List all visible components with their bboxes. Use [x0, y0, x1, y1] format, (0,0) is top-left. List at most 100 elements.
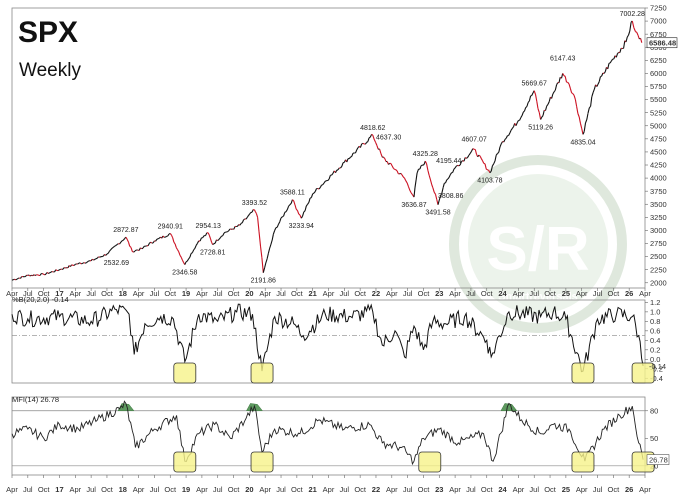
price-segment: [174, 243, 177, 248]
price-segment: [551, 93, 554, 99]
price-segment: [366, 141, 369, 143]
price-segment: [300, 216, 303, 219]
price-segment: [69, 264, 73, 267]
price-segment: [28, 274, 31, 277]
price-segment: [221, 235, 224, 237]
price-segment: [29, 274, 32, 277]
price-segment: [540, 116, 543, 120]
price-segment: [584, 119, 588, 124]
price-annotation: 3233.94: [289, 223, 314, 230]
price-y-tick-label: 3250: [650, 213, 667, 222]
price-segment: [396, 170, 399, 174]
price-segment: [202, 235, 205, 238]
price-segment: [527, 100, 530, 103]
price-segment: [110, 247, 113, 251]
percent-b-y-tick-label: -0.4: [650, 374, 663, 383]
price-segment: [145, 245, 148, 247]
mfi-y-tick-label: 50: [650, 434, 658, 443]
price-segment: [314, 188, 318, 192]
sr-watermark-logo: S/R Smartreversals: [449, 155, 627, 333]
price-segment: [71, 264, 74, 266]
x-tick-label: Jul: [340, 289, 350, 298]
price-segment: [388, 162, 391, 165]
price-segment: [149, 241, 151, 244]
price-segment: [279, 217, 282, 222]
price-segment: [272, 230, 276, 235]
x-tick-label: Oct: [418, 289, 431, 298]
price-y-tick-label: 6000: [650, 69, 667, 78]
mfi-highlight-box: [418, 451, 442, 473]
price-segment: [401, 174, 404, 178]
price-segment: [305, 203, 309, 207]
price-segment: [57, 269, 60, 272]
price-segment: [615, 53, 619, 58]
price-segment: [293, 200, 296, 206]
price-segment: [424, 160, 428, 165]
price-segment: [62, 267, 65, 270]
percent-b-y-tick-label: 1.0: [650, 307, 660, 316]
price-segment: [598, 76, 601, 82]
price-segment: [458, 164, 461, 167]
price-segment: [15, 278, 18, 281]
x-tick-label: Oct: [38, 289, 51, 298]
price-segment: [413, 187, 416, 198]
price-segment: [50, 271, 53, 273]
percent-b-highlight-box: [571, 362, 595, 384]
price-segment: [371, 133, 374, 136]
price-segment: [233, 226, 236, 230]
price-segment: [586, 113, 589, 120]
price-segment: [576, 106, 579, 114]
price-segment: [199, 237, 202, 242]
price-segment: [169, 233, 172, 236]
price-segment: [34, 274, 37, 277]
x-axis-lower: Apr Jul Oct 17 Apr Jul Oct 18 Apr Jul Oct 19 Apr Jul O…: [6, 475, 651, 494]
price-segment: [162, 235, 165, 238]
x-tick-label: 18: [119, 485, 127, 494]
price-annotation: 3393.52: [242, 200, 267, 207]
price-segment: [12, 278, 15, 281]
price-segment: [525, 106, 528, 109]
price-segment: [461, 160, 464, 163]
price-segment: [240, 222, 243, 224]
price-segment: [573, 95, 576, 100]
x-tick-label: Oct: [544, 485, 557, 494]
price-segment: [49, 271, 52, 274]
price-segment: [640, 38, 643, 43]
x-tick-label: Oct: [38, 485, 51, 494]
price-segment: [14, 278, 16, 281]
price-segment: [519, 117, 522, 121]
percent-b-highlight-box: [250, 362, 274, 384]
x-tick-label: Apr: [133, 289, 145, 298]
price-segment: [568, 83, 571, 89]
percent-b-panel: 1.21.00.80.60.40.20.0-0.2-0.4 -0.14: [11, 298, 666, 384]
mfi-highlight-box: [173, 451, 197, 473]
x-tick-label: 26: [625, 289, 633, 298]
price-y-tick-label: 5500: [650, 95, 667, 104]
percent-b-y-tick-label: 0.6: [650, 326, 660, 335]
price-annotation: 3588.11: [280, 190, 305, 197]
price-segment: [236, 224, 240, 227]
price-segment: [441, 187, 444, 194]
x-tick-label: Apr: [639, 485, 651, 494]
price-segment: [283, 212, 286, 217]
price-segment: [515, 122, 518, 126]
x-tick-label: Jul: [466, 485, 476, 494]
price-segment: [223, 231, 226, 234]
x-tick-label: Oct: [418, 485, 431, 494]
price-annotation: 4103.78: [477, 178, 502, 185]
price-segment: [83, 262, 86, 264]
price-segment: [51, 270, 54, 273]
price-segment: [253, 209, 256, 213]
price-segment: [487, 169, 489, 171]
price-segment: [188, 256, 191, 260]
price-segment: [186, 258, 190, 262]
price-segment: [415, 172, 418, 181]
price-segment: [147, 243, 150, 247]
percent-b-y-tick-label: 0.2: [650, 345, 660, 354]
price-segment: [156, 238, 159, 240]
price-segment: [454, 165, 457, 169]
price-segment: [42, 273, 45, 275]
price-segment: [464, 157, 467, 159]
price-segment: [269, 244, 272, 249]
price-segment: [127, 242, 131, 247]
